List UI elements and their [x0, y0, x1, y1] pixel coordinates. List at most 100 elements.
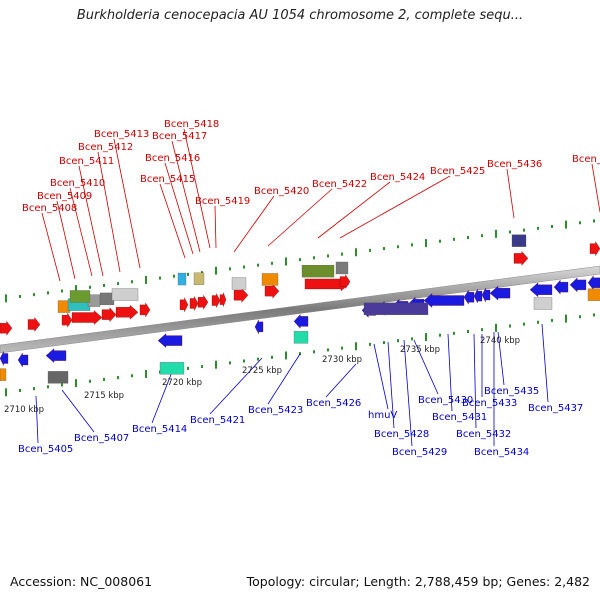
forward-gene-label[interactable]: Bcen_5424 — [370, 172, 425, 183]
reverse-gene-arrow — [489, 285, 511, 301]
reverse-gene-label[interactable]: Bcen_5433 — [462, 398, 517, 409]
label-leader-lines — [35, 128, 600, 447]
reverse-gene-arrow — [45, 348, 67, 363]
tick-mark — [299, 258, 301, 262]
tick-mark — [145, 369, 147, 378]
gene-features — [0, 234, 600, 384]
tick-mark — [243, 359, 245, 363]
tick-mark — [33, 387, 35, 391]
reverse-gene-arrow — [481, 287, 491, 303]
forward-gene-label[interactable]: Bcen_5409 — [37, 191, 92, 202]
tick-mark — [313, 350, 315, 354]
reverse-gene-arrow — [553, 279, 569, 295]
tick-mark — [201, 271, 203, 275]
tick-mark — [33, 293, 35, 297]
tick-mark — [523, 322, 525, 326]
forward-gene-label[interactable]: Bcen_5420 — [254, 186, 309, 197]
tick-mark — [5, 294, 7, 303]
scale-label: 2715 kbp — [84, 391, 124, 401]
accession-text: Accession: NC_008061 — [10, 574, 153, 589]
tick-mark — [369, 342, 371, 346]
tick-mark — [229, 361, 231, 365]
feature-block — [47, 371, 69, 384]
reverse-gene-label[interactable]: Bcen_5429 — [392, 447, 447, 458]
reverse-gene-label[interactable]: Bcen_5421 — [190, 415, 245, 426]
leader-line — [373, 343, 389, 410]
leader-line — [325, 363, 357, 398]
forward-gene-label[interactable]: Bcen_5412 — [78, 142, 133, 153]
forward-gene-label[interactable]: Bcen_5410 — [50, 178, 105, 189]
forward-gene-arrow — [211, 293, 221, 308]
forward-gene-label[interactable]: Bcen_5417 — [152, 131, 207, 142]
scale-label: 2730 kbp — [322, 355, 362, 365]
tick-mark — [369, 248, 371, 252]
tick-mark — [131, 280, 133, 284]
forward-gene-arrow — [513, 251, 529, 266]
tick-mark — [453, 331, 455, 335]
reverse-gene-arrow — [473, 288, 483, 304]
reverse-gene-label[interactable]: Bcen_5435 — [484, 386, 539, 397]
reverse-gene-arrow — [0, 351, 9, 366]
forward-gene-label[interactable]: Bcen_5415 — [140, 174, 195, 185]
tick-mark — [145, 275, 147, 284]
reverse-gene-arrow — [529, 282, 553, 298]
forward-gene-label[interactable]: Bcen_5418 — [164, 119, 219, 130]
forward-gene-label[interactable]: Bcen_5419 — [195, 196, 250, 207]
feature-block — [335, 261, 349, 275]
tick-mark — [537, 226, 539, 230]
tick-mark — [495, 323, 497, 332]
reverse-gene-label[interactable]: Bcen_5426 — [306, 398, 361, 409]
forward-gene-label[interactable]: Bcen_5413 — [94, 129, 149, 140]
forward-gene-arrow — [71, 310, 103, 325]
tick-mark — [243, 265, 245, 269]
reverse-gene-arrow — [293, 313, 309, 329]
forward-gene-label[interactable]: Bcen_5422 — [312, 179, 367, 190]
tick-mark — [397, 339, 399, 343]
tick-mark — [411, 243, 413, 247]
reverse-gene-label[interactable]: Bcen_5437 — [528, 403, 583, 414]
forward-gene-arrow — [139, 302, 151, 318]
forward-gene-arrow — [0, 320, 13, 336]
reverse-gene-label[interactable]: Bcen_5405 — [18, 444, 73, 455]
forward-gene-arrow — [61, 312, 73, 328]
forward-gene-label[interactable]: Bcen_5416 — [145, 153, 200, 164]
feature-block — [301, 264, 335, 278]
forward-gene-label[interactable]: Bcen_5411 — [59, 156, 114, 167]
reverse-gene-label[interactable]: Bcen_5428 — [374, 429, 429, 440]
forward-gene-label[interactable]: Bcen_5408 — [22, 203, 77, 214]
leader-line — [473, 333, 477, 429]
leader-line — [164, 162, 194, 255]
reverse-gene-label[interactable]: Bcen_5430 — [418, 395, 473, 406]
forward-gene-label[interactable]: Bcen_5441 — [572, 154, 600, 165]
reverse-gene-label[interactable]: Bcen_5431 — [432, 412, 487, 423]
leader-line — [78, 165, 104, 277]
scale-label: 2725 kbp — [242, 366, 282, 376]
feature-block — [159, 362, 185, 375]
feature-block — [0, 368, 7, 381]
reverse-gene-label[interactable]: Bcen_5434 — [474, 447, 529, 458]
forward-gene-arrow — [339, 274, 351, 290]
forward-gene-label[interactable]: Bcen_5436 — [487, 159, 542, 170]
reverse-gene-label[interactable]: Bcen_5414 — [132, 424, 187, 435]
feature-block — [363, 302, 429, 316]
reverse-gene-label[interactable]: Bcen_5432 — [456, 429, 511, 440]
tick-mark — [47, 385, 49, 389]
leader-line — [41, 212, 61, 282]
reverse-gene-arrow — [157, 333, 183, 348]
scale-labels: 2710 kbp 2715 kbp 2720 kbp 2725 kbp 2730 kbp… — [4, 336, 520, 415]
reverse-gene-arrow — [587, 275, 600, 291]
tick-mark — [327, 254, 329, 258]
leader-line — [209, 357, 263, 415]
reverse-gene-label[interactable]: Bcen_5407 — [74, 433, 129, 444]
reverse-gene-label[interactable]: Bcen_5423 — [248, 405, 303, 416]
tick-mark — [453, 237, 455, 241]
tick-mark — [173, 274, 175, 278]
tick-mark — [131, 374, 133, 378]
forward-gene-arrow — [219, 292, 227, 307]
reverse-gene-label[interactable]: hmuV — [368, 410, 397, 421]
leader-line — [61, 389, 95, 433]
leader-line — [447, 333, 453, 412]
forward-gene-label[interactable]: Bcen_5425 — [430, 166, 485, 177]
